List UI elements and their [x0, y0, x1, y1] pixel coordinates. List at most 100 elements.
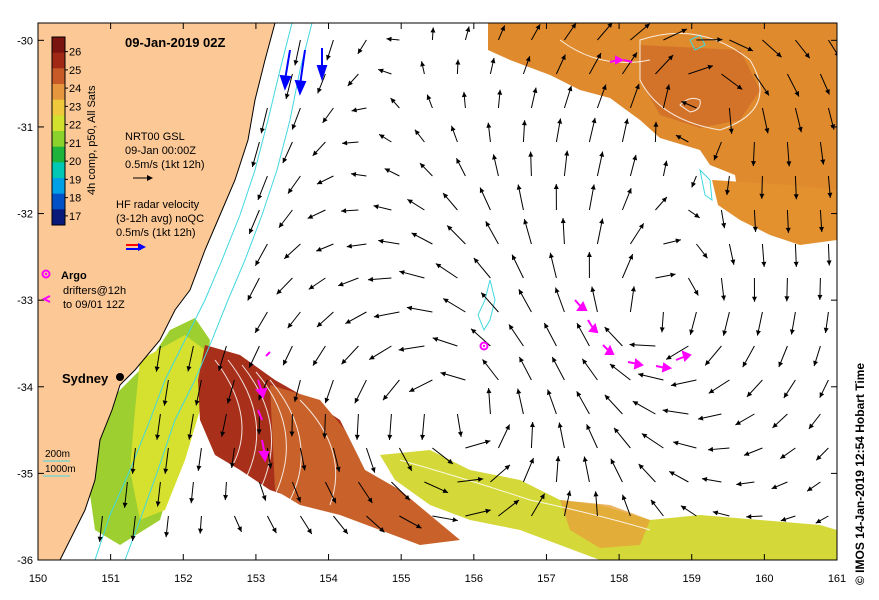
current-arrow-head	[834, 52, 837, 56]
current-arrow-head	[430, 27, 436, 33]
surface-current-arrows	[97, 23, 837, 542]
land-mass	[38, 23, 276, 560]
current-arrow-head	[255, 260, 260, 266]
current-arrow-head	[440, 371, 446, 377]
current-arrow-head	[701, 477, 708, 482]
current-arrow-head	[407, 199, 413, 205]
isobath-patch-east	[699, 168, 713, 202]
current-arrow-head	[312, 150, 318, 156]
current-arrow-head	[283, 359, 288, 366]
current-arrow-head	[582, 456, 588, 462]
current-arrow-head	[324, 397, 330, 404]
current-arrow-head	[697, 415, 704, 421]
x-tick-label: 160	[755, 573, 773, 585]
current-arrow-head	[764, 127, 770, 134]
plot-frame	[37, 22, 838, 561]
current-arrow-head	[196, 465, 202, 471]
current-arrow-head	[345, 318, 351, 324]
current-arrow-head	[342, 528, 348, 534]
current-arrow-head	[665, 84, 671, 90]
current-arrow-head	[347, 80, 353, 86]
current-arrow-head	[728, 128, 734, 134]
colorbar-tick-label: 22	[69, 120, 81, 132]
current-arrow-head	[644, 23, 650, 29]
current-arrow-head	[816, 454, 822, 461]
current-arrow-head	[247, 294, 253, 301]
current-arrow-head	[661, 197, 667, 203]
current-arrow-head	[511, 254, 517, 261]
current-arrow-head	[630, 286, 636, 292]
current-arrow-head	[669, 471, 675, 477]
svg-text:0.5m/s (1kt 12h): 0.5m/s (1kt 12h)	[125, 159, 204, 171]
current-arrow-head	[815, 518, 822, 524]
colorbar: 26 25 24 23 22 21 20 19 18 17 4h comp, p50, All S…	[51, 36, 98, 226]
current-arrow-head	[284, 253, 290, 259]
colorbar-label: 4h comp, p50, All Sats	[86, 85, 98, 195]
current-arrow-head	[564, 150, 570, 156]
current-arrow-head	[607, 23, 613, 28]
current-arrow-head	[122, 502, 128, 508]
current-arrow-head	[680, 505, 687, 511]
drifter-tracks	[255, 55, 692, 463]
current-arrow-head	[634, 83, 640, 90]
current-arrow-head	[457, 431, 463, 437]
current-arrow-head	[220, 431, 226, 437]
current-arrow-head	[826, 260, 832, 266]
current-arrow-head	[447, 225, 453, 231]
current-arrow-head	[518, 289, 524, 295]
current-arrow-head	[186, 366, 192, 372]
current-arrow-head	[248, 228, 254, 234]
current-arrow-head	[473, 257, 479, 264]
x-tick-label: 159	[683, 573, 701, 585]
current-arrow-head	[130, 468, 136, 474]
current-arrow-head	[813, 360, 818, 367]
current-arrow-head	[546, 389, 552, 396]
svg-text:200m: 200m	[45, 449, 70, 460]
svg-text:drifters@12h: drifters@12h	[63, 285, 126, 297]
current-arrow-head	[289, 431, 295, 437]
current-arrow-head	[284, 93, 290, 99]
current-arrow-head	[485, 508, 491, 514]
current-arrow-head	[560, 218, 566, 224]
current-arrow-head	[255, 327, 260, 333]
imos-credit: © IMOS 14-Jan-2019 12:54 Hobart Time	[853, 362, 867, 585]
current-arrow-head	[217, 365, 223, 371]
current-arrow-head	[479, 187, 485, 194]
current-arrow-head	[379, 527, 385, 533]
current-arrow-head	[341, 358, 347, 365]
current-arrow-head	[638, 372, 644, 378]
current-arrow-head	[461, 91, 467, 98]
current-arrow-head	[443, 193, 449, 199]
current-arrow-head	[599, 218, 605, 224]
current-arrow-head	[785, 227, 791, 233]
current-arrow-head	[641, 433, 648, 439]
current-arrow-head	[525, 56, 531, 62]
current-arrow-head	[261, 495, 267, 501]
current-arrow-head	[599, 151, 605, 157]
current-arrow-head	[485, 221, 491, 227]
current-arrow-head	[807, 486, 813, 492]
colorbar-tick-label: 25	[69, 65, 81, 77]
x-tick-label: 156	[465, 573, 483, 585]
current-arrow-head	[717, 37, 723, 43]
current-arrow-head	[670, 381, 677, 387]
x-tick-label: 152	[174, 573, 192, 585]
colorbar-segment	[52, 99, 65, 116]
current-arrow-head	[610, 458, 616, 465]
current-arrow-head	[689, 329, 695, 335]
colorbar-segment	[52, 68, 65, 85]
current-arrow-head	[632, 401, 639, 406]
current-arrow-head	[251, 161, 257, 168]
current-arrow-head	[552, 357, 557, 363]
current-arrow-head	[432, 337, 439, 342]
current-arrow-head	[367, 497, 373, 504]
x-tick-label: 161	[828, 573, 846, 585]
current-arrow-head	[316, 246, 322, 252]
current-arrow-head	[650, 499, 656, 506]
current-arrow-head	[632, 154, 638, 161]
current-arrow-head	[484, 439, 491, 445]
current-arrow-head	[638, 463, 644, 470]
svg-text:HF radar velocity: HF radar velocity	[116, 199, 200, 211]
current-arrow-head	[576, 323, 582, 329]
current-arrow-head	[817, 294, 823, 300]
